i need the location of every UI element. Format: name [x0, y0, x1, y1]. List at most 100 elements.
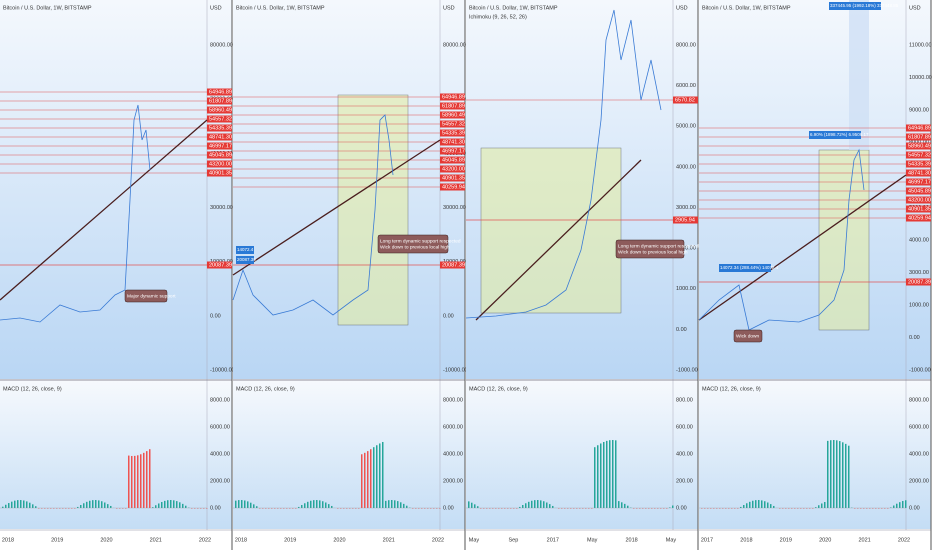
chart-panel: Bitcoin / U.S. Dollar, 1W, BITSTAMPIchim…	[466, 0, 699, 550]
macd-histogram	[322, 501, 324, 508]
measure-label: 6.90% (1898.72%) 6.9506.17	[810, 132, 869, 137]
level-label: 40259.94	[908, 215, 931, 221]
range-box	[849, 0, 869, 150]
price-axis-label: 0.00	[443, 313, 454, 319]
macd-axis-label: 200.00	[676, 478, 693, 484]
level-label: 54557.32	[442, 121, 465, 127]
macd-histogram	[176, 501, 178, 508]
macd-histogram	[244, 500, 246, 508]
macd-histogram	[618, 501, 620, 508]
macd-histogram	[373, 447, 375, 508]
time-label: 2017	[547, 537, 559, 543]
time-label: May	[469, 537, 480, 543]
level-label: 46997.17	[209, 143, 232, 149]
measure-label: 14072.34 (288.44%) 14072.4	[720, 265, 779, 270]
price-axis-label: 10000.00	[909, 75, 932, 81]
macd-histogram	[531, 501, 533, 508]
level-label: 61807.89	[209, 98, 232, 104]
price-axis-label: -10000.00	[210, 367, 235, 373]
macd-axis-label: 0.00	[676, 505, 687, 511]
macd-pane	[0, 381, 232, 529]
macd-histogram	[98, 500, 100, 508]
level-label: 40259.94	[442, 184, 465, 190]
level-label: 45045.89	[209, 152, 232, 158]
price-axis-label: 5000.00	[676, 124, 696, 130]
macd-axis-label: 0.00	[909, 505, 920, 511]
macd-histogram	[537, 500, 539, 508]
level-label: 43200.00	[908, 197, 931, 203]
time-label: 2018	[625, 537, 637, 543]
macd-histogram	[173, 500, 175, 508]
macd-histogram	[310, 501, 312, 508]
macd-histogram	[752, 501, 754, 508]
macd-histogram	[20, 500, 22, 508]
currency-label: USD	[443, 5, 455, 11]
time-label: 2021	[858, 537, 870, 543]
macd-histogram	[140, 454, 142, 508]
macd-axis-label: 6000.00	[443, 424, 463, 430]
level-label: 58960.49	[908, 143, 931, 149]
macd-histogram	[525, 503, 527, 508]
macd-histogram	[179, 502, 181, 508]
level-label: 46997.17	[908, 179, 931, 185]
price-axis-label: 4000.00	[909, 237, 929, 243]
panel-title: Bitcoin / U.S. Dollar, 1W, BITSTAMP	[702, 5, 791, 11]
price-axis-label: 11000.00	[909, 42, 932, 48]
level-label: 64946.89	[908, 125, 931, 131]
time-label: 2019	[51, 537, 63, 543]
level-label: 61807.89	[442, 103, 465, 109]
macd-histogram	[767, 502, 769, 508]
price-axis-label: 3000.00	[676, 205, 696, 211]
macd-histogram	[134, 456, 136, 508]
macd-histogram	[110, 506, 112, 508]
time-label: May	[587, 537, 598, 543]
level-label: 6570.82	[675, 97, 695, 103]
price-axis-label: 4000.00	[676, 164, 696, 170]
macd-histogram	[313, 500, 315, 508]
macd-histogram	[235, 501, 237, 508]
macd-axis-label: 8000.00	[443, 397, 463, 403]
macd-histogram	[364, 453, 366, 508]
macd-histogram	[304, 503, 306, 508]
price-axis-label: -1000.00	[909, 367, 931, 373]
price-axis-label: -10000.00	[443, 367, 468, 373]
macd-histogram	[740, 507, 742, 508]
price-axis-label: -1000.00	[676, 367, 698, 373]
level-label: 64946.89	[209, 89, 232, 95]
macd-histogram	[764, 501, 766, 508]
macd-histogram	[594, 447, 596, 508]
macd-histogram	[388, 500, 390, 508]
macd-axis-label: 400.00	[676, 451, 693, 457]
level-label: 64946.89	[442, 94, 465, 100]
macd-axis-label: 2000.00	[443, 478, 463, 484]
macd-histogram	[89, 501, 91, 508]
level-label: 48741.30	[209, 134, 232, 140]
macd-histogram	[540, 500, 542, 508]
macd-histogram	[848, 446, 850, 508]
time-label: 2020	[333, 537, 345, 543]
macd-histogram	[743, 505, 745, 508]
macd-histogram	[522, 505, 524, 508]
macd-histogram	[80, 505, 82, 508]
macd-pane	[233, 381, 465, 529]
macd-histogram	[896, 504, 898, 508]
macd-histogram	[552, 506, 554, 508]
support-label: 20087.39	[442, 262, 465, 268]
macd-histogram	[773, 506, 775, 508]
indicator-title: Ichimoku (9, 26, 52, 26)	[469, 14, 527, 20]
macd-histogram	[824, 502, 826, 508]
price-axis-label: 30000.00	[443, 205, 466, 211]
macd-title: MACD (12, 26, close, 9)	[702, 386, 761, 392]
macd-histogram	[86, 502, 88, 508]
macd-histogram	[32, 504, 34, 508]
time-label: 2019	[780, 537, 792, 543]
macd-histogram	[170, 500, 172, 508]
macd-histogram	[247, 501, 249, 508]
level-label: 58960.49	[209, 107, 232, 113]
annotation-text: Wick down to previous local high	[618, 249, 688, 255]
macd-axis-label: 8000.00	[210, 397, 230, 403]
macd-axis-label: 2000.00	[909, 478, 929, 484]
macd-histogram	[403, 504, 405, 508]
